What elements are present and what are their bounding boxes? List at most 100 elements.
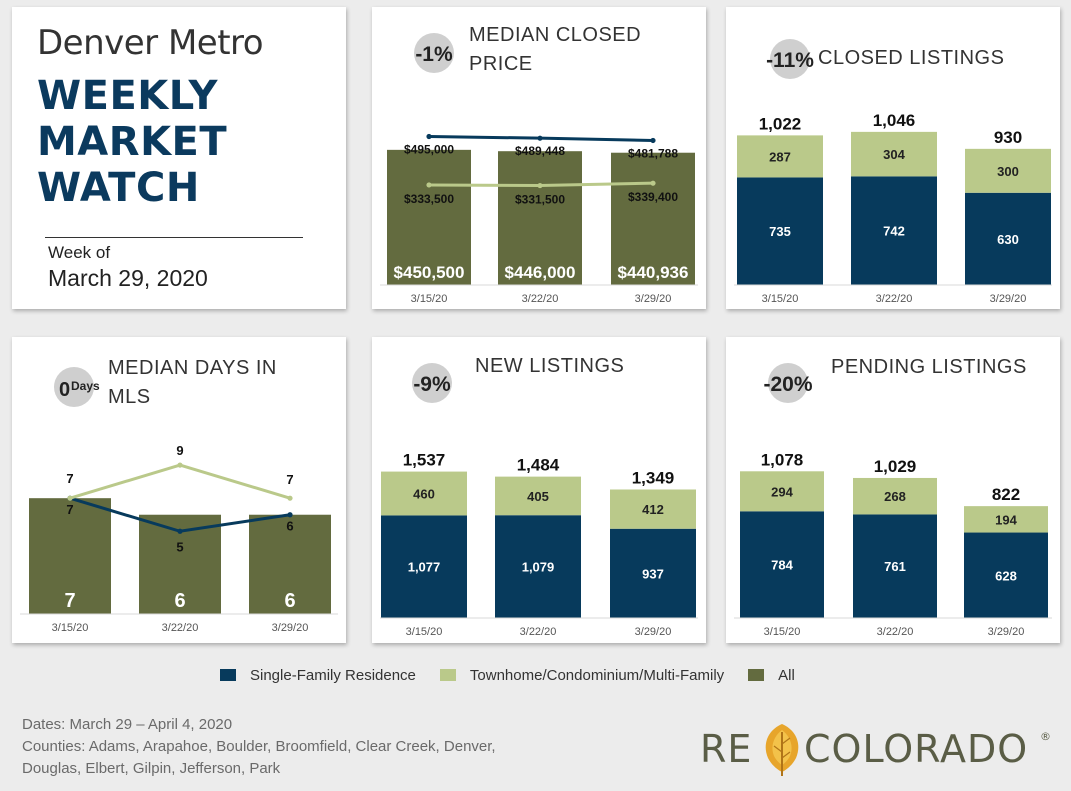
bar-townhome xyxy=(381,471,467,516)
change-badge-value: 0 xyxy=(59,379,70,401)
bar-total-label: 1,022 xyxy=(759,114,802,133)
point-townhome xyxy=(287,495,293,501)
x-tick-label: 3/15/20 xyxy=(762,293,799,305)
bar-label-sfr: 735 xyxy=(769,224,791,239)
median-closed-price-card: -1% MEDIAN CLOSED PRICE $450,500 $446,000 $44… xyxy=(372,7,706,309)
bar-sfr xyxy=(381,515,467,618)
footer-counties-2: Douglas, Elbert, Gilpin, Jefferson, Park xyxy=(22,760,281,777)
point-sfr xyxy=(177,528,183,534)
line-label-sfr: $481,788 xyxy=(628,146,678,160)
closed-listings-card: -11% CLOSED LISTINGS 735 287 1,022 742 304 1,04… xyxy=(726,7,1060,309)
pending-listings-chart: -20% PENDING LISTINGS 784 294 1,078 761 268 1,0… xyxy=(734,356,1052,638)
x-tick-label: 3/22/20 xyxy=(877,626,914,638)
change-badge-value: -20% xyxy=(763,373,812,396)
legend-label-sfr: Single-Family Residence xyxy=(250,666,416,684)
x-tick-label: 3/29/20 xyxy=(635,626,672,638)
bar-total-label: 1,349 xyxy=(632,468,675,487)
bar-all xyxy=(387,149,471,285)
chart-title-line: MEDIAN CLOSED xyxy=(469,24,641,46)
week-label: Week of xyxy=(48,243,111,262)
line-label-townhome: $333,500 xyxy=(404,192,454,206)
logo-text-colorado: COLORADO xyxy=(804,727,1028,771)
bar-label-townhome: 287 xyxy=(769,149,791,164)
bar-label-all: 7 xyxy=(64,590,75,612)
chart-title-line: MEDIAN DAYS IN xyxy=(108,357,277,379)
point-townhome xyxy=(177,462,183,468)
bar-townhome xyxy=(853,477,937,515)
logo-registered-mark: ® xyxy=(1040,730,1051,743)
bar-label-all: 6 xyxy=(284,590,295,612)
x-tick-label: 3/22/20 xyxy=(162,622,199,634)
footer-notes: Dates: March 29 – April 4, 2020 Counties… xyxy=(22,714,496,780)
bar-townhome xyxy=(964,506,1048,533)
footer-counties-1: Counties: Adams, Arapahoe, Boulder, Broo… xyxy=(22,738,496,755)
bar-sfr xyxy=(964,532,1048,618)
closed-listings-chart: -11% CLOSED LISTINGS 735 287 1,022 742 304 1,04… xyxy=(734,39,1052,305)
median-days-in-mls-chart: 0 Days MEDIAN DAYS IN MLS 7 6 6 7 5 6 7 9 7 3/15/20 3/… xyxy=(20,357,338,634)
bar-total-label: 1,078 xyxy=(761,450,804,469)
line-townhome xyxy=(69,463,291,500)
point-townhome xyxy=(650,180,656,186)
point-townhome xyxy=(67,495,73,501)
x-tick-label: 3/29/20 xyxy=(990,293,1027,305)
bar-total-label: 1,484 xyxy=(517,456,560,475)
bar-label-townhome: 460 xyxy=(413,486,435,501)
point-townhome xyxy=(426,182,432,188)
bar-all xyxy=(29,498,111,614)
bar-label-all: 6 xyxy=(174,590,185,612)
x-tick-label: 3/22/20 xyxy=(876,293,913,305)
week-date: March 29, 2020 xyxy=(48,265,208,291)
bar-label-townhome: 294 xyxy=(771,484,793,499)
x-tick-label: 3/29/20 xyxy=(988,626,1025,638)
bar-sfr xyxy=(495,515,581,618)
chart-legend: Single-Family Residence Townhome/Condomi… xyxy=(220,664,819,686)
change-badge-circle xyxy=(414,33,454,73)
bar-total-label: 1,046 xyxy=(873,111,916,130)
bar-label-sfr: 761 xyxy=(884,559,906,574)
x-tick-label: 3/15/20 xyxy=(52,622,89,634)
legend-item-all: All xyxy=(748,667,795,684)
line-label-sfr: $489,448 xyxy=(515,144,565,158)
x-tick-label: 3/15/20 xyxy=(406,626,443,638)
city-title: Denver Metro xyxy=(37,23,264,63)
bar-townhome xyxy=(740,471,824,512)
line-label-townhome: 7 xyxy=(286,472,293,487)
new-listings-chart: -9% NEW LISTINGS 1,077 460 1,537 1,079 405 1,48… xyxy=(380,355,698,638)
change-badge-circle xyxy=(54,367,94,407)
aspen-leaf-icon xyxy=(765,724,799,776)
bar-label-sfr: 1,079 xyxy=(522,560,555,575)
line-label-sfr: $495,000 xyxy=(404,143,454,157)
change-badge-value: -9% xyxy=(413,373,451,396)
bar-all xyxy=(249,514,331,614)
line-label-townhome: 7 xyxy=(66,471,73,486)
point-sfr xyxy=(537,135,543,141)
legend-label-all: All xyxy=(778,666,795,684)
chart-title-line: MLS xyxy=(108,386,151,408)
bar-sfr xyxy=(610,528,696,618)
x-tick-label: 3/29/20 xyxy=(272,622,309,634)
legend-swatch-all xyxy=(748,669,765,681)
bar-total-label: 1,029 xyxy=(874,457,917,476)
legend-swatch-sfr xyxy=(220,669,236,681)
x-tick-label: 3/22/20 xyxy=(522,293,559,305)
line-label-townhome: $339,400 xyxy=(628,190,678,204)
logo-text-re: RE xyxy=(700,727,752,771)
point-sfr xyxy=(650,137,656,144)
bar-townhome xyxy=(495,476,581,516)
bar-label-townhome: 405 xyxy=(527,489,549,504)
bar-townhome xyxy=(737,135,823,178)
x-tick-label: 3/22/20 xyxy=(520,626,557,638)
bar-sfr xyxy=(740,511,824,618)
x-tick-label: 3/15/20 xyxy=(411,293,448,305)
bar-label-sfr: 784 xyxy=(771,558,793,573)
bar-label-all: $446,000 xyxy=(505,263,576,282)
legend-item-townhome: Townhome/Condominium/Multi-Family xyxy=(439,667,724,684)
point-townhome xyxy=(537,182,543,189)
change-badge-unit: Days xyxy=(71,379,100,393)
change-badge-circle xyxy=(770,39,810,79)
bar-all xyxy=(498,151,582,285)
chart-title-line: NEW LISTINGS xyxy=(475,355,624,377)
title-market: MARKET xyxy=(37,119,228,165)
title-divider xyxy=(45,237,303,238)
chart-title-line: PENDING LISTINGS xyxy=(831,356,1027,378)
